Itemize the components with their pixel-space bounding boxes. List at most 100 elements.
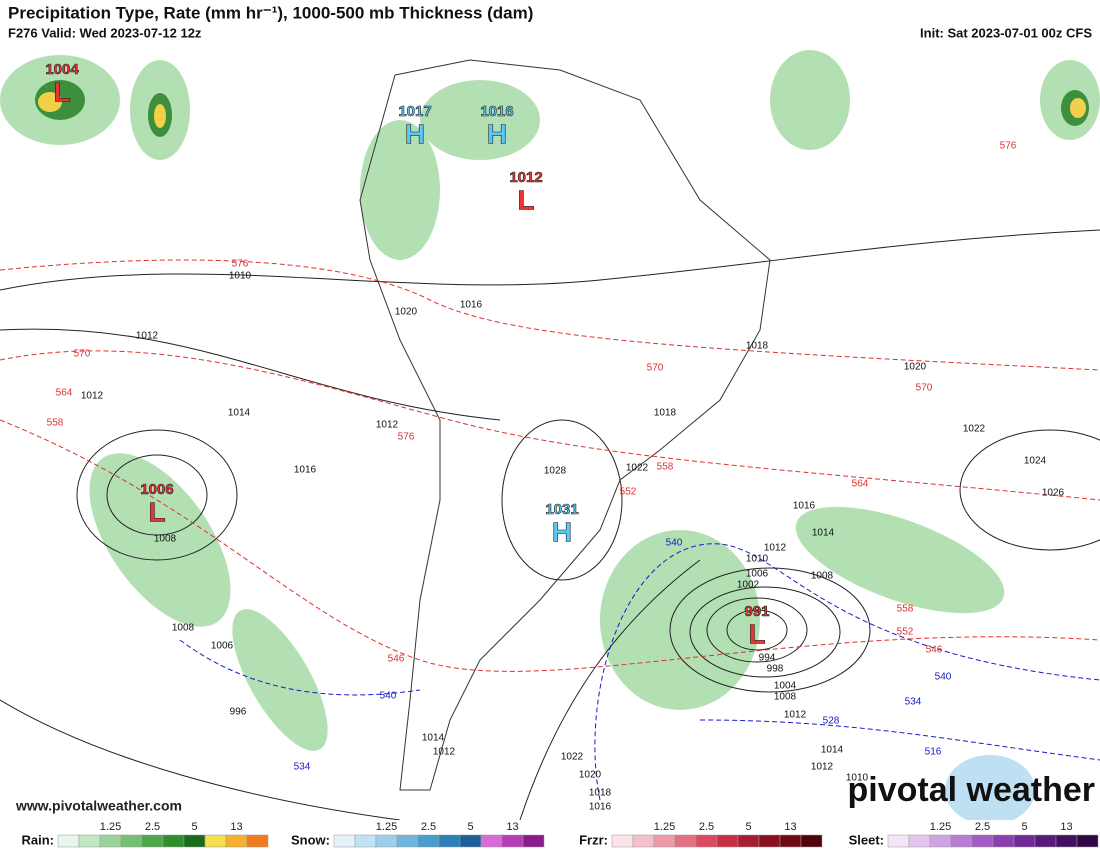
precip-areas <box>0 50 1100 751</box>
legend-tick: 13 <box>230 821 242 833</box>
isobar-label: 1016 <box>793 501 816 512</box>
legend-swatch <box>78 834 101 848</box>
isobar-label: 1014 <box>422 733 445 744</box>
legend-swatch <box>417 834 440 848</box>
legend-swatch <box>57 834 80 848</box>
thickness-label: 570 <box>647 363 664 374</box>
valid-time: F276 Valid: Wed 2023-07-12 12z <box>8 25 202 40</box>
isobar-label: 1016 <box>460 300 483 311</box>
center-value: 1012 <box>509 169 542 186</box>
legend-tick: 2.5 <box>145 821 160 833</box>
isobar-label: 1020 <box>579 770 602 781</box>
isobar-label: 1014 <box>228 408 251 419</box>
legend-tick: 2.5 <box>975 821 990 833</box>
legend-swatch <box>716 834 739 848</box>
thickness-blue <box>179 543 1100 801</box>
isobar-label: 1026 <box>1042 488 1065 499</box>
isobar-label: 994 <box>759 653 776 664</box>
legend-swatch <box>632 834 655 848</box>
legend-tick: 1.25 <box>100 821 121 833</box>
legend-swatch <box>522 834 545 848</box>
isobar-label: 1014 <box>812 528 835 539</box>
legend-swatch <box>480 834 503 848</box>
legend-swatch <box>1076 834 1099 848</box>
isobar-label: 1018 <box>589 788 612 799</box>
legend-swatch <box>611 834 634 848</box>
legend-name: Rain: <box>22 832 55 847</box>
thickness-label: 552 <box>897 627 914 638</box>
isobar-label: 1016 <box>589 802 612 813</box>
legend-tick: 5 <box>467 821 473 833</box>
legend-tick: 2.5 <box>699 821 714 833</box>
legend-swatch <box>204 834 227 848</box>
thickness-label: 546 <box>926 645 943 656</box>
isobar-label: 998 <box>767 664 784 675</box>
isobar-label: 1012 <box>811 762 834 773</box>
legend-swatch <box>225 834 248 848</box>
isobar-label: 1014 <box>821 745 844 756</box>
legend-swatch <box>1013 834 1036 848</box>
legend-tick: 1.25 <box>654 821 675 833</box>
legend-swatch <box>246 834 269 848</box>
thickness-label: 576 <box>1000 141 1017 152</box>
legend-swatch <box>99 834 122 848</box>
heavy-precip-core <box>38 92 1086 128</box>
isobar-label: 1012 <box>764 543 787 554</box>
thickness-label: 558 <box>657 462 674 473</box>
legend-swatch <box>501 834 524 848</box>
legend-tick: 2.5 <box>421 821 436 833</box>
legend-swatch <box>1034 834 1057 848</box>
center-value: 1006 <box>140 481 173 498</box>
isobar-label: 1020 <box>904 362 927 373</box>
center-value: 1016 <box>480 103 513 120</box>
legend-swatch <box>908 834 931 848</box>
center-type: L <box>148 496 165 527</box>
isobar-label: 1016 <box>294 465 317 476</box>
title: Precipitation Type, Rate (mm hr⁻¹), 1000… <box>8 3 533 22</box>
center-value: 1004 <box>45 61 79 78</box>
legend-tick: 13 <box>784 821 796 833</box>
thickness-label: 540 <box>380 691 397 702</box>
thickness-label: 546 <box>388 654 405 665</box>
isobar-label: 1008 <box>774 692 797 703</box>
legend-swatch <box>737 834 760 848</box>
isobar-label: 1018 <box>654 408 677 419</box>
center-value: 991 <box>744 603 769 620</box>
isobar-label: 1006 <box>746 569 769 580</box>
thickness-label: 552 <box>620 487 637 498</box>
isobar-label: 1022 <box>626 463 649 474</box>
center-type: H <box>487 118 507 149</box>
isobar-label: 1022 <box>963 424 986 435</box>
legend-tick: 1.25 <box>376 821 397 833</box>
legend-swatch <box>438 834 461 848</box>
isobar-label: 1008 <box>811 571 834 582</box>
header-bg <box>0 0 1100 44</box>
center-type: L <box>53 76 70 107</box>
thickness-red <box>0 259 1100 672</box>
isobar-label: 1024 <box>1024 456 1047 467</box>
legend-swatch <box>141 834 164 848</box>
thickness-label: 516 <box>925 747 942 758</box>
isobar-label: 1010 <box>846 773 869 784</box>
isobar-label: 1010 <box>746 554 769 565</box>
isobar-label: 1012 <box>784 710 807 721</box>
snow-area <box>945 755 1035 825</box>
center-type: L <box>517 184 534 215</box>
legend-tick: 5 <box>191 821 197 833</box>
legend-tick: 5 <box>1021 821 1027 833</box>
thickness-label: 570 <box>74 349 91 360</box>
center-type: H <box>405 118 425 149</box>
thickness-label: 564 <box>56 388 73 399</box>
legend-swatch <box>120 834 143 848</box>
legend-swatch <box>333 834 356 848</box>
legend-swatch <box>674 834 697 848</box>
coastline <box>359 59 771 791</box>
legend-swatch <box>695 834 718 848</box>
legend-swatch <box>971 834 994 848</box>
legend-name: Sleet: <box>849 832 884 847</box>
isobar-label: 1012 <box>136 331 159 342</box>
isobar-label: 1018 <box>746 341 769 352</box>
thickness-label: 534 <box>905 697 922 708</box>
